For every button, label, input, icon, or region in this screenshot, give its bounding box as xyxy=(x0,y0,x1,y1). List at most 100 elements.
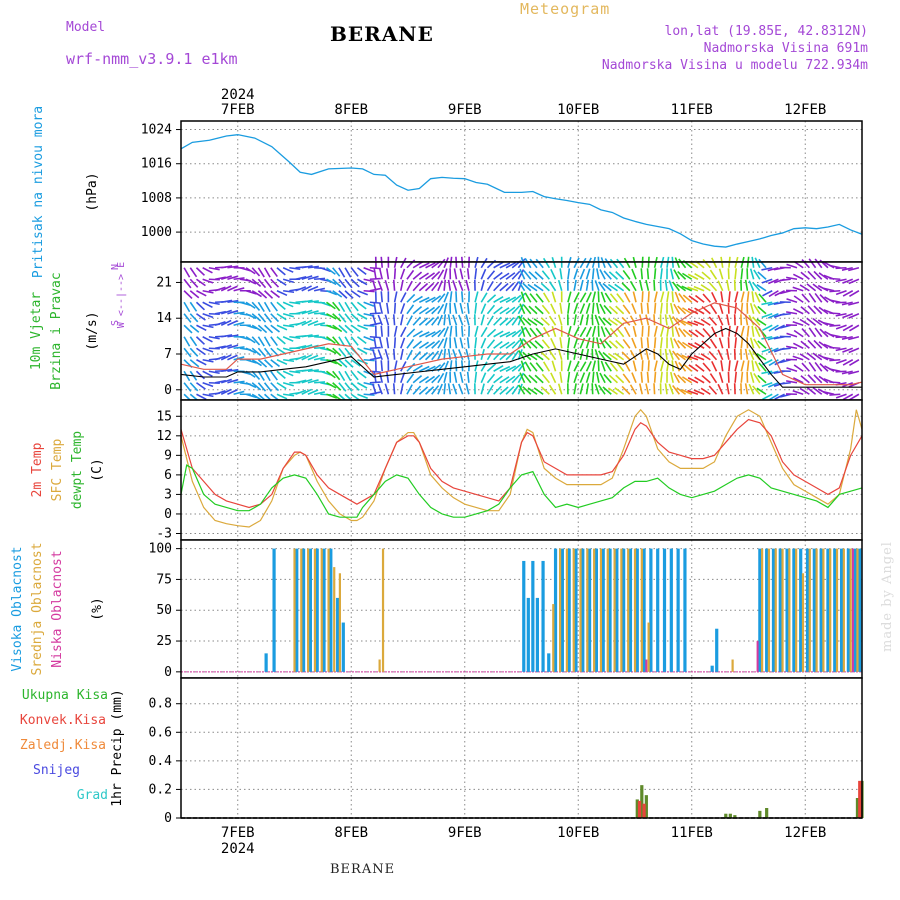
wind-arrow xyxy=(384,314,390,326)
wind-arrow xyxy=(221,334,233,338)
wind-arrow xyxy=(653,360,658,372)
wind-arrow xyxy=(819,363,829,372)
wind-arrow xyxy=(668,383,674,395)
wind-arrow xyxy=(251,359,262,367)
wind-arrow xyxy=(202,278,214,284)
wind-arrow xyxy=(693,320,705,326)
wind-arrow xyxy=(505,341,516,349)
wind-arrow xyxy=(669,302,674,314)
wind-arrow xyxy=(622,373,631,384)
wind-arrow xyxy=(786,332,798,338)
wind-arrow xyxy=(443,279,447,291)
wind-arrow xyxy=(245,336,256,344)
wind-arrow xyxy=(313,356,326,361)
wind-arrow xyxy=(523,339,532,349)
wind-arrow xyxy=(499,365,511,372)
wind-arrow xyxy=(307,354,319,361)
wind-arrow xyxy=(629,280,637,292)
wind-arrow xyxy=(220,285,232,292)
wind-arrow xyxy=(480,326,488,338)
wind-arrow xyxy=(220,309,232,315)
wind-arrow xyxy=(183,336,191,347)
wind-arrow xyxy=(638,383,644,395)
wind-arrow xyxy=(233,311,245,315)
wind-arrow xyxy=(437,327,446,338)
cloud-bar xyxy=(647,622,650,672)
wind-arrow xyxy=(332,336,341,346)
wind-arrow xyxy=(505,351,515,361)
wind-arrow xyxy=(793,329,804,338)
wind-arrow xyxy=(848,313,860,319)
wind-arrow xyxy=(326,278,337,286)
wind-arrow xyxy=(616,293,625,303)
wind-arrow xyxy=(647,291,650,303)
wind-arrow xyxy=(596,302,600,314)
wind-arrow xyxy=(752,385,761,395)
y-tick-label: 0 xyxy=(164,811,172,826)
wind-arrow xyxy=(700,353,711,361)
meteogram-label: Meteogram xyxy=(520,0,611,18)
precip-bar xyxy=(728,813,732,818)
cloud-bar xyxy=(531,560,535,672)
wind-arrow xyxy=(823,322,835,327)
wind-arrow xyxy=(631,372,637,384)
wind-arrow xyxy=(486,294,497,303)
wind-arrow xyxy=(694,363,705,372)
wind-arrow xyxy=(799,353,810,361)
wind-arrow xyxy=(202,393,214,398)
wind-arrow xyxy=(678,293,687,303)
wind-arrow xyxy=(505,386,515,395)
wind-arrow xyxy=(493,282,502,292)
wind-arrow xyxy=(424,282,435,292)
wind-arrow xyxy=(841,370,853,375)
cloud-bar xyxy=(295,548,299,672)
wind-arrow xyxy=(669,337,674,349)
wind-arrow xyxy=(393,371,397,383)
cloud-bar xyxy=(613,548,616,672)
wind-arrow xyxy=(511,339,521,349)
wind-arrow xyxy=(517,280,523,292)
cloud-bar xyxy=(300,548,303,672)
wind-arrow xyxy=(603,304,612,315)
wind-arrow xyxy=(511,374,521,384)
wind-arrow xyxy=(263,267,271,278)
wind-arrow xyxy=(474,371,478,383)
wind-arrow xyxy=(841,266,853,271)
wind-arrow xyxy=(749,337,755,349)
cloud-bar xyxy=(683,548,687,672)
wind-arrow xyxy=(629,384,637,395)
wind-arrow xyxy=(208,301,220,306)
cloud-bar xyxy=(593,548,596,672)
wind-arrow xyxy=(400,337,406,349)
pressure-ylabel-line: Pritisak na nivou mora xyxy=(31,106,46,278)
wind-arrow xyxy=(694,376,705,384)
wind-arrow xyxy=(682,294,693,303)
wind-arrow xyxy=(270,336,278,347)
wind-arrow xyxy=(202,289,214,294)
lonlat-label: lon,lat (19.85E, 42.8312N) xyxy=(664,24,869,39)
wind-arrow xyxy=(535,258,544,269)
wind-arrow xyxy=(573,292,580,303)
wind-arrow xyxy=(622,304,631,315)
wind-arrow xyxy=(557,314,563,326)
wind-arrow xyxy=(406,362,416,372)
wind-arrow xyxy=(540,317,550,326)
wind-arrow xyxy=(412,261,423,269)
wind-arrow xyxy=(579,303,586,315)
wind-arrow xyxy=(756,353,767,361)
wind-arrow xyxy=(499,296,511,303)
wind-arrow xyxy=(313,391,326,396)
cloud-bar xyxy=(649,548,653,672)
wind-arrow xyxy=(674,291,681,303)
wind-arrow xyxy=(641,325,644,337)
wind-arrow xyxy=(518,384,526,395)
cloud-bar xyxy=(805,548,810,672)
wind-arrow xyxy=(245,289,257,295)
wind-arrow xyxy=(189,278,199,288)
wind-arrow xyxy=(687,342,699,349)
precip-bar xyxy=(635,799,639,818)
wind-arrow xyxy=(522,317,532,326)
wind-arrow xyxy=(363,393,375,396)
wind-arrow xyxy=(602,282,612,292)
wind-arrow xyxy=(295,310,307,315)
